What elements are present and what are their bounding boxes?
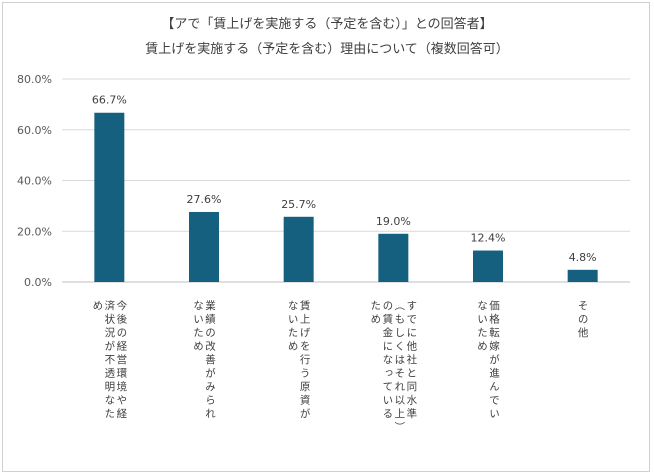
data-label: 27.6%	[187, 193, 222, 206]
bar	[473, 250, 503, 282]
y-tick-label: 0.0%	[24, 276, 52, 289]
category-label: （もしくはそれ以上）	[393, 300, 405, 435]
chart-subtitle: 賃上げを実施する（予定を含む）理由について（複数回答可）	[145, 42, 509, 57]
data-label: 66.7%	[92, 94, 127, 107]
chart-title: 【アで「賃上げを実施する（予定を含む）」との回答者】	[161, 17, 493, 32]
data-label: 4.8%	[569, 251, 597, 264]
data-label: 12.4%	[471, 232, 506, 245]
category-label: ないため	[476, 300, 488, 354]
category-label: ため	[369, 300, 381, 327]
category-label: 済状況が不透明なた	[103, 299, 115, 421]
category-label: ないため	[192, 300, 204, 354]
category-label: 賃上げを行う原資が	[299, 299, 311, 421]
bar	[189, 211, 219, 282]
bar	[283, 216, 314, 282]
category-label: すでに他社と同水準	[405, 300, 417, 422]
category-label: め	[91, 300, 103, 314]
category-label: の賃金になっている	[381, 300, 393, 422]
y-tick-label: 20.0%	[17, 225, 52, 238]
data-label: 25.7%	[281, 198, 316, 211]
y-tick-label: 60.0%	[17, 124, 52, 137]
bar	[94, 112, 125, 282]
bar	[567, 269, 598, 282]
category-label: ないため	[287, 300, 299, 354]
category-label: その他	[577, 300, 589, 341]
category-label: 業績の改善がみられ	[204, 299, 216, 421]
category-label: 価格転嫁が進んでい	[488, 299, 500, 421]
y-tick-label: 40.0%	[17, 175, 52, 188]
category-label: 今後の経営環境や経	[115, 299, 127, 421]
bar	[378, 233, 409, 282]
data-label: 19.0%	[376, 215, 411, 228]
y-tick-label: 80.0%	[17, 73, 52, 86]
